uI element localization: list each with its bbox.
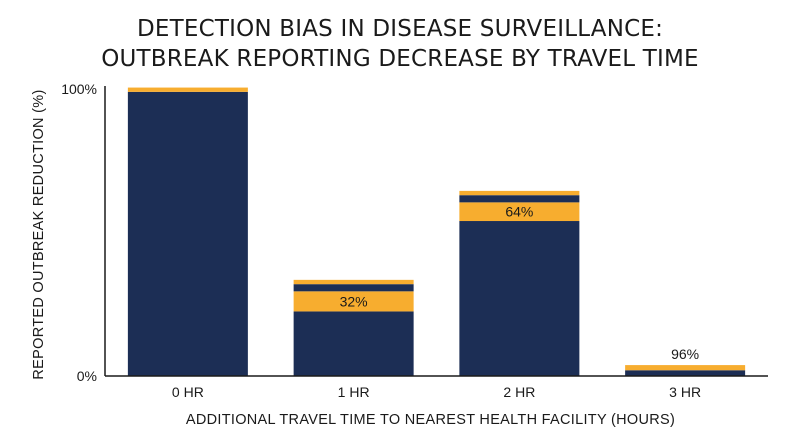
bar-base-3-hr [625,370,746,376]
y-axis-label: REPORTED OUTBREAK REDUCTION (%) [31,89,47,379]
x-tick-label: 2 HR [503,384,535,400]
bar-band-2-hr [459,202,580,222]
bar-1-hr [293,279,414,376]
bar-cap-2-hr [459,190,580,196]
bar-base-2-hr [459,221,580,376]
bar-band-1-hr [293,291,414,312]
chart-title-line-1: DETECTION BIAS IN DISEASE SURVEILLANCE: [136,16,664,42]
x-tick-label: 3 HR [669,384,701,400]
x-tick-labels: 0 HR 1 HR 2 HR 3 HR [172,384,701,400]
y-tick-label: 0% [77,368,97,384]
x-tick-label: 1 HR [338,384,370,400]
y-tick-label: 100% [61,81,97,97]
bar-base-0-hr [127,91,248,377]
bar-2-hr [459,190,580,376]
x-tick-label: 0 HR [172,384,204,400]
bar-upper-1-hr [293,284,414,292]
bar-cap-3-hr [625,365,746,371]
data-labels: 32% 64% 96% [340,204,700,362]
bar-upper-2-hr [459,195,580,203]
bar-cap-1-hr [293,279,414,285]
bar-0-hr [127,87,248,377]
y-tick-labels: 0% 100% [61,81,97,384]
data-label-1-hr: 32% [340,293,368,309]
chart-title-line-2: OUTBREAK REPORTING DECREASE BY TRAVEL TI… [101,46,699,72]
data-label-2-hr: 64% [505,204,533,220]
bar-3-hr [625,365,746,376]
bar-cap-0-hr [127,87,248,92]
chart-title: DETECTION BIAS IN DISEASE SURVEILLANCE: … [0,14,800,74]
bars-group [127,87,746,377]
data-label-3-hr: 96% [671,346,699,362]
bar-base-1-hr [293,311,414,376]
x-axis-label: ADDITIONAL TRAVEL TIME TO NEAREST HEALTH… [186,412,675,428]
